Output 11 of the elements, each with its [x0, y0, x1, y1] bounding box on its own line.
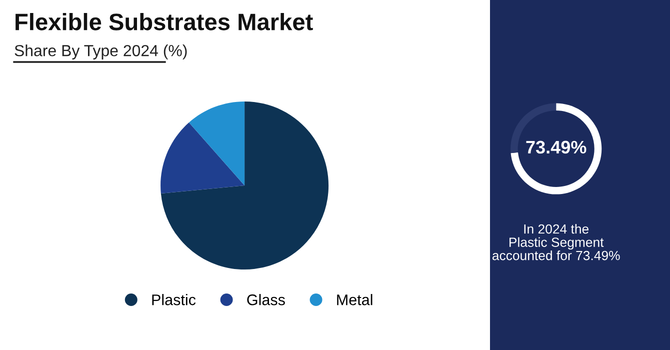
pie-slice: [188, 102, 245, 186]
legend-label: Plastic: [152, 294, 196, 306]
pie-slice: [160, 122, 245, 194]
text: 73.49%: [526, 140, 586, 154]
chart-subtitle: Share By Type 2024 (%): [14, 44, 187, 60]
text: In 2024 the Plastic Segment accounted for 73.49%: [492, 224, 620, 260]
legend-label: Metal: [337, 294, 372, 306]
pie-slice: [160, 102, 329, 270]
chart-title: Flexible Substrates Market: [16, 12, 313, 30]
donut-slice: [510, 103, 602, 194]
legend-label: Glass: [247, 294, 285, 306]
